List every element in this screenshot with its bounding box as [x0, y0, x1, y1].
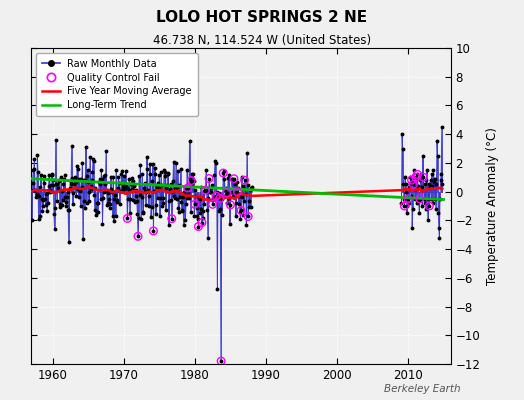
Point — [123, 215, 132, 222]
Point — [230, 176, 238, 182]
Text: 46.738 N, 114.524 W (United States): 46.738 N, 114.524 W (United States) — [153, 34, 371, 47]
Point — [217, 358, 225, 364]
Point — [223, 190, 231, 196]
Point — [244, 213, 253, 220]
Point — [419, 174, 428, 180]
Point — [241, 177, 249, 184]
Point — [411, 174, 420, 180]
Point — [237, 207, 245, 214]
Point — [149, 228, 158, 234]
Point — [409, 181, 418, 188]
Point — [205, 175, 213, 182]
Text: LOLO HOT SPRINGS 2 NE: LOLO HOT SPRINGS 2 NE — [157, 10, 367, 25]
Point — [226, 202, 235, 208]
Point — [215, 195, 224, 202]
Point — [168, 216, 176, 222]
Point — [233, 188, 242, 195]
Point — [413, 171, 422, 178]
Point — [219, 170, 227, 176]
Point — [183, 185, 192, 191]
Point — [187, 177, 195, 184]
Point — [194, 223, 203, 230]
Point — [201, 187, 210, 193]
Point — [407, 177, 416, 183]
Point — [212, 193, 221, 199]
Point — [209, 201, 217, 208]
Point — [404, 196, 412, 202]
Point — [191, 201, 199, 208]
Point — [400, 203, 409, 209]
Text: Berkeley Earth: Berkeley Earth — [385, 384, 461, 394]
Point — [416, 196, 424, 202]
Point — [198, 220, 206, 226]
Y-axis label: Temperature Anomaly (°C): Temperature Anomaly (°C) — [486, 127, 499, 285]
Legend: Raw Monthly Data, Quality Control Fail, Five Year Moving Average, Long-Term Tren: Raw Monthly Data, Quality Control Fail, … — [36, 53, 198, 116]
Point — [425, 203, 433, 209]
Point — [134, 233, 142, 240]
